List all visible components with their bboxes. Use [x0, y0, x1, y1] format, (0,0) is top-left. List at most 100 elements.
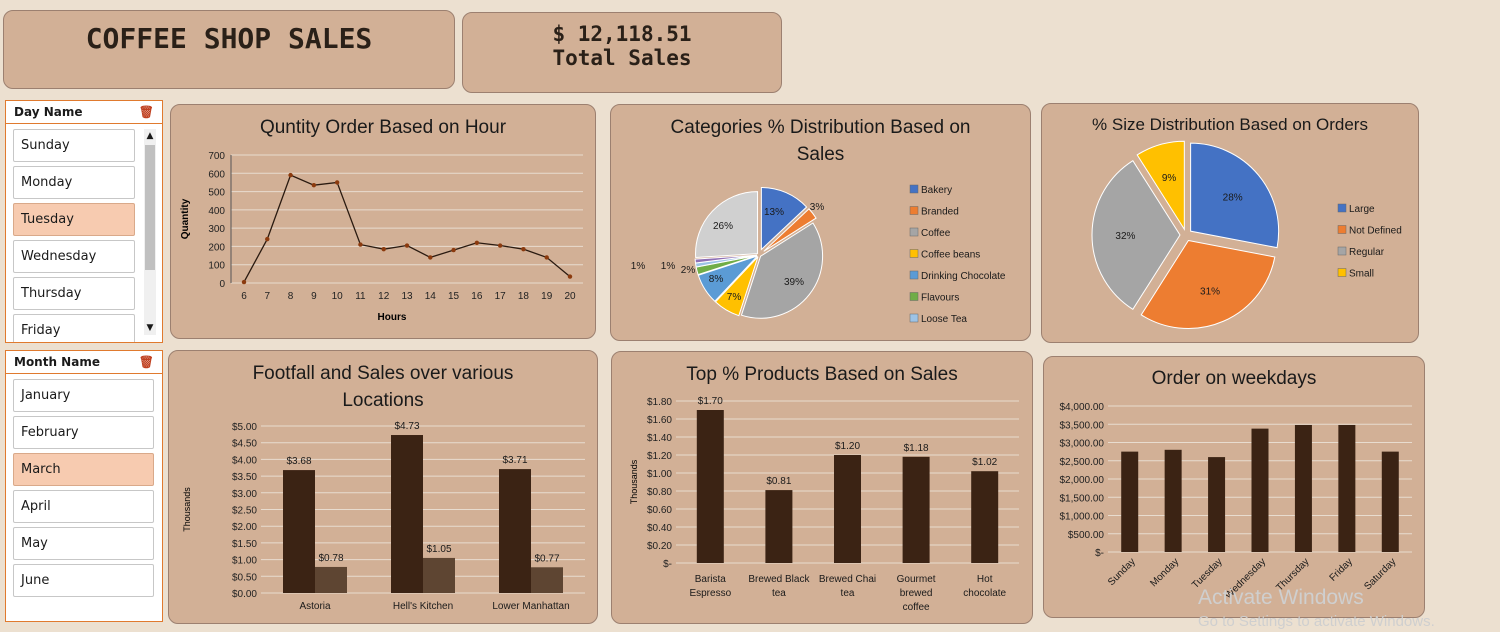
x-tick-label: tea [841, 588, 855, 599]
data-point [544, 255, 549, 260]
y-tick-label: $0.00 [232, 589, 257, 600]
x-tick-label: chocolate [963, 588, 1006, 599]
slicer-item[interactable]: May [13, 527, 154, 560]
pie-data-label: 28% [1223, 192, 1243, 203]
x-tick-label: 9 [311, 291, 317, 302]
locations-bar-chart: $0.00 $0.50 $1.00 $1.50 $2.00 $2.50 $3.00 $3.50… [182, 421, 585, 612]
total-sales-label: Total Sales [552, 46, 692, 70]
pie-data-label: 2% [681, 265, 696, 276]
x-tick-label: Brewed Chai [819, 574, 876, 585]
slicer-item[interactable]: Tuesday [13, 203, 135, 236]
y-tick-label: $4.00 [232, 455, 257, 466]
y-tick-label: $1.60 [647, 415, 672, 426]
y-tick-label: 700 [208, 151, 225, 162]
pie-data-label: 3% [810, 202, 825, 213]
scroll-up-icon[interactable]: ▲ [146, 131, 154, 141]
slicer-item[interactable]: March [13, 453, 154, 486]
x-tick-label: 12 [378, 291, 390, 302]
clear-filter-icon[interactable]: 🗑 [138, 355, 154, 369]
y-tick-label: 300 [208, 224, 225, 235]
x-tick-label: Barista [695, 574, 727, 585]
x-tick-label: Espresso [689, 588, 731, 599]
legend-label: Drinking Chocolate [921, 271, 1006, 282]
legend-swatch [1337, 225, 1347, 234]
x-tick-label: 16 [471, 291, 483, 302]
y-tick-label: $0.80 [647, 487, 672, 498]
pie-data-label: 32% [1115, 231, 1135, 242]
y-tick-label: $1.20 [647, 451, 672, 462]
slicer-item[interactable]: January [13, 379, 154, 412]
day-slicer-title: Day Name [14, 105, 83, 119]
locations-chart-card: Footfall and Sales over various Location… [168, 350, 598, 624]
data-point [265, 236, 270, 242]
slicer-item[interactable]: Sunday [13, 129, 135, 162]
legend-label: Flavours [921, 293, 959, 304]
legend-label: Coffee beans [921, 250, 980, 261]
y-tick-label: $2,000.00 [1060, 475, 1105, 486]
legend-swatch [1337, 268, 1347, 277]
y-tick-label: $2,500.00 [1060, 457, 1105, 468]
clear-filter-icon[interactable]: 🗑 [138, 105, 154, 119]
x-tick-label: coffee [903, 602, 930, 613]
size-chart-card: % Size Distribution Based on Orders 28% 3… [1041, 103, 1419, 343]
y-tick-label: $- [1095, 548, 1104, 559]
y-axis-label: Quantity [180, 198, 191, 239]
activation-watermark-subtitle: Go to Settings to activate Windows. [1198, 613, 1435, 630]
bar [1294, 424, 1312, 552]
products-bar-chart: $- $0.20 $0.40 $0.60 $0.80 $1.00 $1.20 $1.40 $1.… [629, 396, 1019, 613]
pie-slice [1136, 140, 1185, 231]
scroll-down-icon[interactable]: ▼ [146, 323, 154, 333]
y-tick-label: $4,000.00 [1060, 402, 1105, 413]
y-axis-label: Thousands [629, 459, 639, 504]
data-point [404, 243, 410, 248]
slicer-item[interactable]: April [13, 490, 154, 523]
y-tick-label: 0 [219, 279, 225, 290]
legend-label: Branded [921, 207, 959, 218]
x-tick-label: Hot [977, 574, 993, 585]
slicer-item[interactable]: February [13, 416, 154, 449]
y-tick-label: $500.00 [1068, 530, 1105, 541]
pie-data-label: 7% [727, 292, 742, 303]
chart-title: % Size Distribution Based on Orders [1092, 115, 1368, 134]
pie-data-label: 31% [1200, 287, 1220, 298]
x-tick-label: 7 [265, 291, 271, 302]
legend-swatch [909, 313, 919, 323]
x-tick-label: 15 [448, 291, 460, 302]
total-sales-card: $ 12,118.51 Total Sales [462, 12, 782, 93]
legend-swatch [909, 206, 919, 215]
slicer-item[interactable]: Wednesday [13, 240, 135, 273]
data-point [567, 274, 573, 279]
y-tick-label: $2.50 [232, 506, 257, 517]
pie-slice [714, 256, 759, 317]
day-name-slicer[interactable]: Day Name 🗑 Sunday Monday Tuesday Wednesday T… [5, 100, 163, 343]
activation-watermark-title: Activate Windows [1198, 586, 1364, 609]
x-tick-label: 19 [541, 291, 553, 302]
categories-pie-chart: 13% 3% 39% 7%8% 2% 1% 1% 26% Bakery Branded Coffee… [631, 184, 1006, 325]
legend-swatch [909, 184, 919, 194]
bar-data-label: $0.78 [318, 553, 343, 564]
slicer-item[interactable]: June [13, 564, 154, 597]
bar-data-label: $0.77 [534, 553, 559, 564]
x-tick-label: 11 [355, 291, 366, 302]
slicer-item[interactable]: Thursday [13, 277, 135, 310]
x-tick-label: 14 [425, 291, 437, 302]
hour-line-chart: 0 100 200 300 400 500 600 700 6 7 8 9 10 11 12 13 14 15 16… [180, 151, 583, 323]
legend-label: Small [1349, 269, 1374, 280]
slicer-item[interactable]: Monday [13, 166, 135, 199]
x-tick-label: Hell's Kitchen [393, 601, 453, 612]
x-tick-label: 17 [495, 291, 507, 302]
pie-data-label: 8% [709, 274, 724, 285]
x-tick-label: Lower Manhattan [492, 601, 569, 612]
slicer-item[interactable]: Friday [13, 314, 135, 342]
y-tick-label: $0.60 [647, 505, 672, 516]
x-axis-label: Hours [378, 312, 407, 323]
scroll-thumb[interactable] [145, 145, 155, 270]
month-name-slicer[interactable]: Month Name 🗑 January February March April Ma… [5, 350, 163, 622]
legend-label: Large [1349, 204, 1375, 215]
day-slicer-scrollbar[interactable]: ▲ ▼ [144, 129, 156, 335]
bar [283, 470, 315, 593]
pie-data-label: 1% [661, 261, 676, 272]
page-title: COFFEE SHOP SALES [85, 22, 373, 55]
bar [1338, 424, 1356, 552]
x-tick-label: Monday [1148, 556, 1181, 589]
